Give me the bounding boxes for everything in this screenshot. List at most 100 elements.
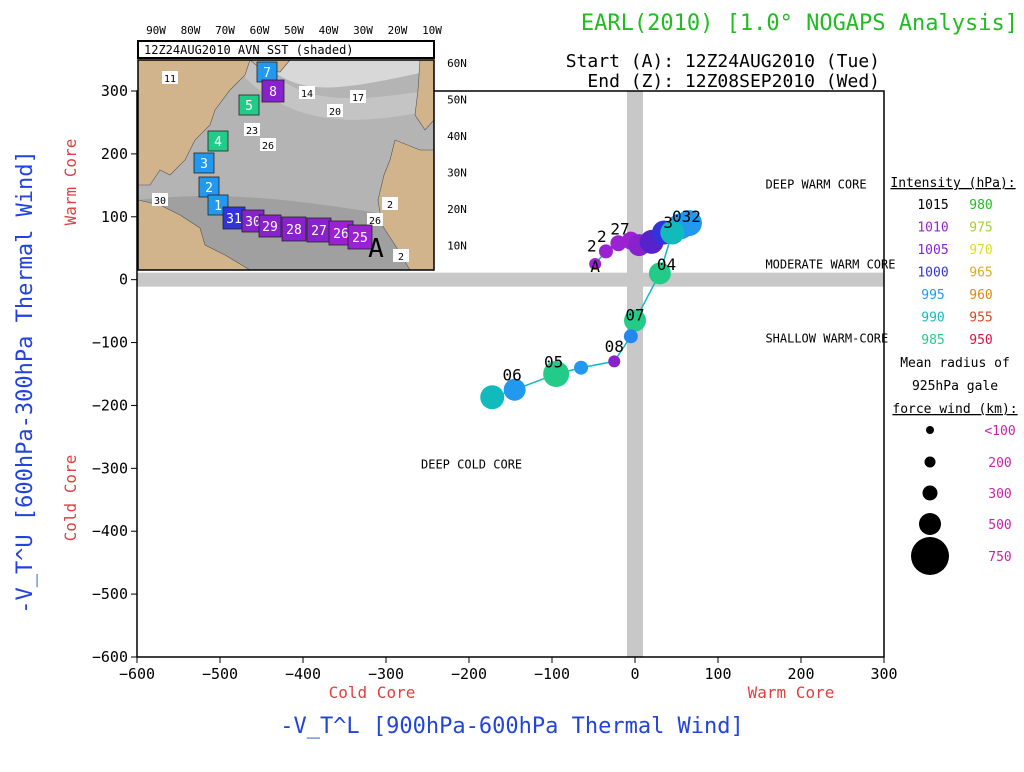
x-tick-label: −300 [368, 665, 404, 683]
x-tick-label: 100 [704, 665, 731, 683]
track-point-label: 06 [503, 365, 522, 384]
radius-legend-label: 300 [988, 487, 1011, 502]
track-point-label: 07 [625, 306, 644, 325]
track-point-label: 04 [657, 255, 676, 274]
inset-north-america [137, 59, 251, 186]
inset-start-marker: A [368, 234, 384, 264]
intensity-legend-left: 1000 [917, 266, 948, 281]
sst-contour-box [367, 213, 383, 226]
y-cold-core-label: Cold Core [61, 455, 80, 542]
sst-contour-box [350, 90, 366, 103]
inset-lat-label: 30N [447, 167, 467, 180]
track-point-label: 08 [605, 337, 624, 356]
sst-contour-label: 26 [369, 216, 381, 227]
storm-position-box [306, 217, 332, 243]
sst-contour-box [393, 249, 409, 262]
track-point-label: 032 [672, 207, 701, 226]
intensity-legend-left: 1005 [917, 243, 948, 258]
storm-position-label: 1 [214, 199, 222, 214]
intensity-legend-left: 1015 [917, 198, 948, 213]
sst-contour-label: 20 [329, 107, 341, 118]
inset-africa [377, 139, 435, 271]
sst-contour-box [299, 86, 315, 99]
inset-lat-label: 50N [447, 94, 467, 107]
intensity-legend-right: 980 [969, 198, 992, 213]
inset-lon-label: 70W [215, 24, 235, 37]
sst-contour-label: 26 [262, 141, 274, 152]
y-tick-label: 200 [101, 145, 128, 163]
storm-position-box [347, 224, 373, 250]
radius-legend-label: 750 [988, 550, 1011, 565]
track-point-label: 05 [544, 353, 563, 372]
y-tick-label: −500 [92, 585, 128, 603]
storm-position-box [193, 152, 215, 174]
storm-position-box [258, 214, 282, 238]
track-point-label: 2 [587, 236, 597, 255]
inset-title-box [137, 40, 435, 59]
track-point [648, 262, 671, 285]
inset-lat-label: 40N [447, 130, 467, 143]
x-tick-label: 0 [630, 665, 639, 683]
storm-position-label: 30 [245, 215, 261, 230]
y-tick-label: −200 [92, 396, 128, 414]
storm-position-label: 27 [311, 224, 327, 239]
axes-group: −600 −500 −400 −300 −200 −100 0 100 200 300−600−5… [13, 82, 898, 739]
storm-position-label: 4 [214, 135, 222, 150]
x-tick-label: 300 [870, 665, 897, 683]
y-tick-label: 0 [119, 271, 128, 289]
sst-contour-label: 14 [301, 89, 313, 100]
radius-legend-dot [922, 485, 938, 501]
inset-cold-water [260, 60, 434, 88]
inset-lat-label: 20N [447, 203, 467, 216]
sst-contour-box [162, 71, 178, 84]
intensity-legend-right: 950 [969, 333, 992, 348]
vertical-zero-bar [627, 91, 643, 657]
legend-group: Intensity (hPa): 1015 980 1010 975 1005 970 100… [890, 176, 1018, 575]
track-point-label: 2 [597, 227, 607, 246]
y-tick-label: −600 [92, 648, 128, 666]
region-label: DEEP COLD CORE [421, 457, 522, 471]
sst-contour-box [260, 138, 276, 151]
sst-contour-label: 23 [246, 126, 258, 137]
storm-position-label: 29 [262, 220, 278, 235]
track-point [589, 257, 602, 270]
intensity-legend-right: 955 [969, 311, 992, 326]
inset-cool-water [230, 60, 434, 120]
horizontal-zero-bar [137, 272, 884, 287]
inset-lon-label: 10W [422, 24, 442, 37]
inset-lon-label: 50W [284, 24, 304, 37]
y-axis-title: -V_T^U [600hPa-300hPa Thermal Wind] [13, 150, 38, 614]
intensity-legend-right: 965 [969, 266, 992, 281]
intensity-legend-left: 985 [921, 333, 944, 348]
storm-position-label: 25 [352, 231, 368, 246]
storm-position-label: 8 [269, 85, 277, 100]
inset-lat-label: 60N [447, 57, 467, 70]
y-warm-core-label: Warm Core [61, 139, 80, 226]
track-point [503, 378, 526, 401]
inset-lon-label: 30W [353, 24, 373, 37]
intensity-legend-left: 995 [921, 288, 944, 303]
intensity-legend-left: 990 [921, 311, 944, 326]
track-point [660, 220, 685, 245]
inset-map-group: 12Z24AUG2010 AVN SST (shaded) 90W 80W 70W 60… [137, 24, 467, 271]
intensity-legend-right: 960 [969, 288, 992, 303]
inset-lat-label: 10N [447, 240, 467, 253]
region-label: SHALLOW WARM-CORE [765, 332, 888, 346]
storm-position-box [261, 79, 285, 103]
y-tick-label: −400 [92, 522, 128, 540]
x-cold-core-label: Cold Core [329, 683, 416, 702]
radius-legend-dot [926, 426, 934, 434]
plot-frame [136, 90, 885, 658]
track-point [623, 329, 638, 344]
storm-position-label: 7 [263, 66, 271, 81]
sst-contour-label: 11 [164, 74, 176, 85]
y-tick-label: −100 [92, 334, 128, 352]
sst-contour-box [327, 104, 343, 117]
sst-contour-label: 17 [352, 93, 364, 104]
track-point [480, 385, 505, 410]
storm-position-label: 5 [245, 99, 253, 114]
intensity-legend-left: 1010 [917, 221, 948, 236]
